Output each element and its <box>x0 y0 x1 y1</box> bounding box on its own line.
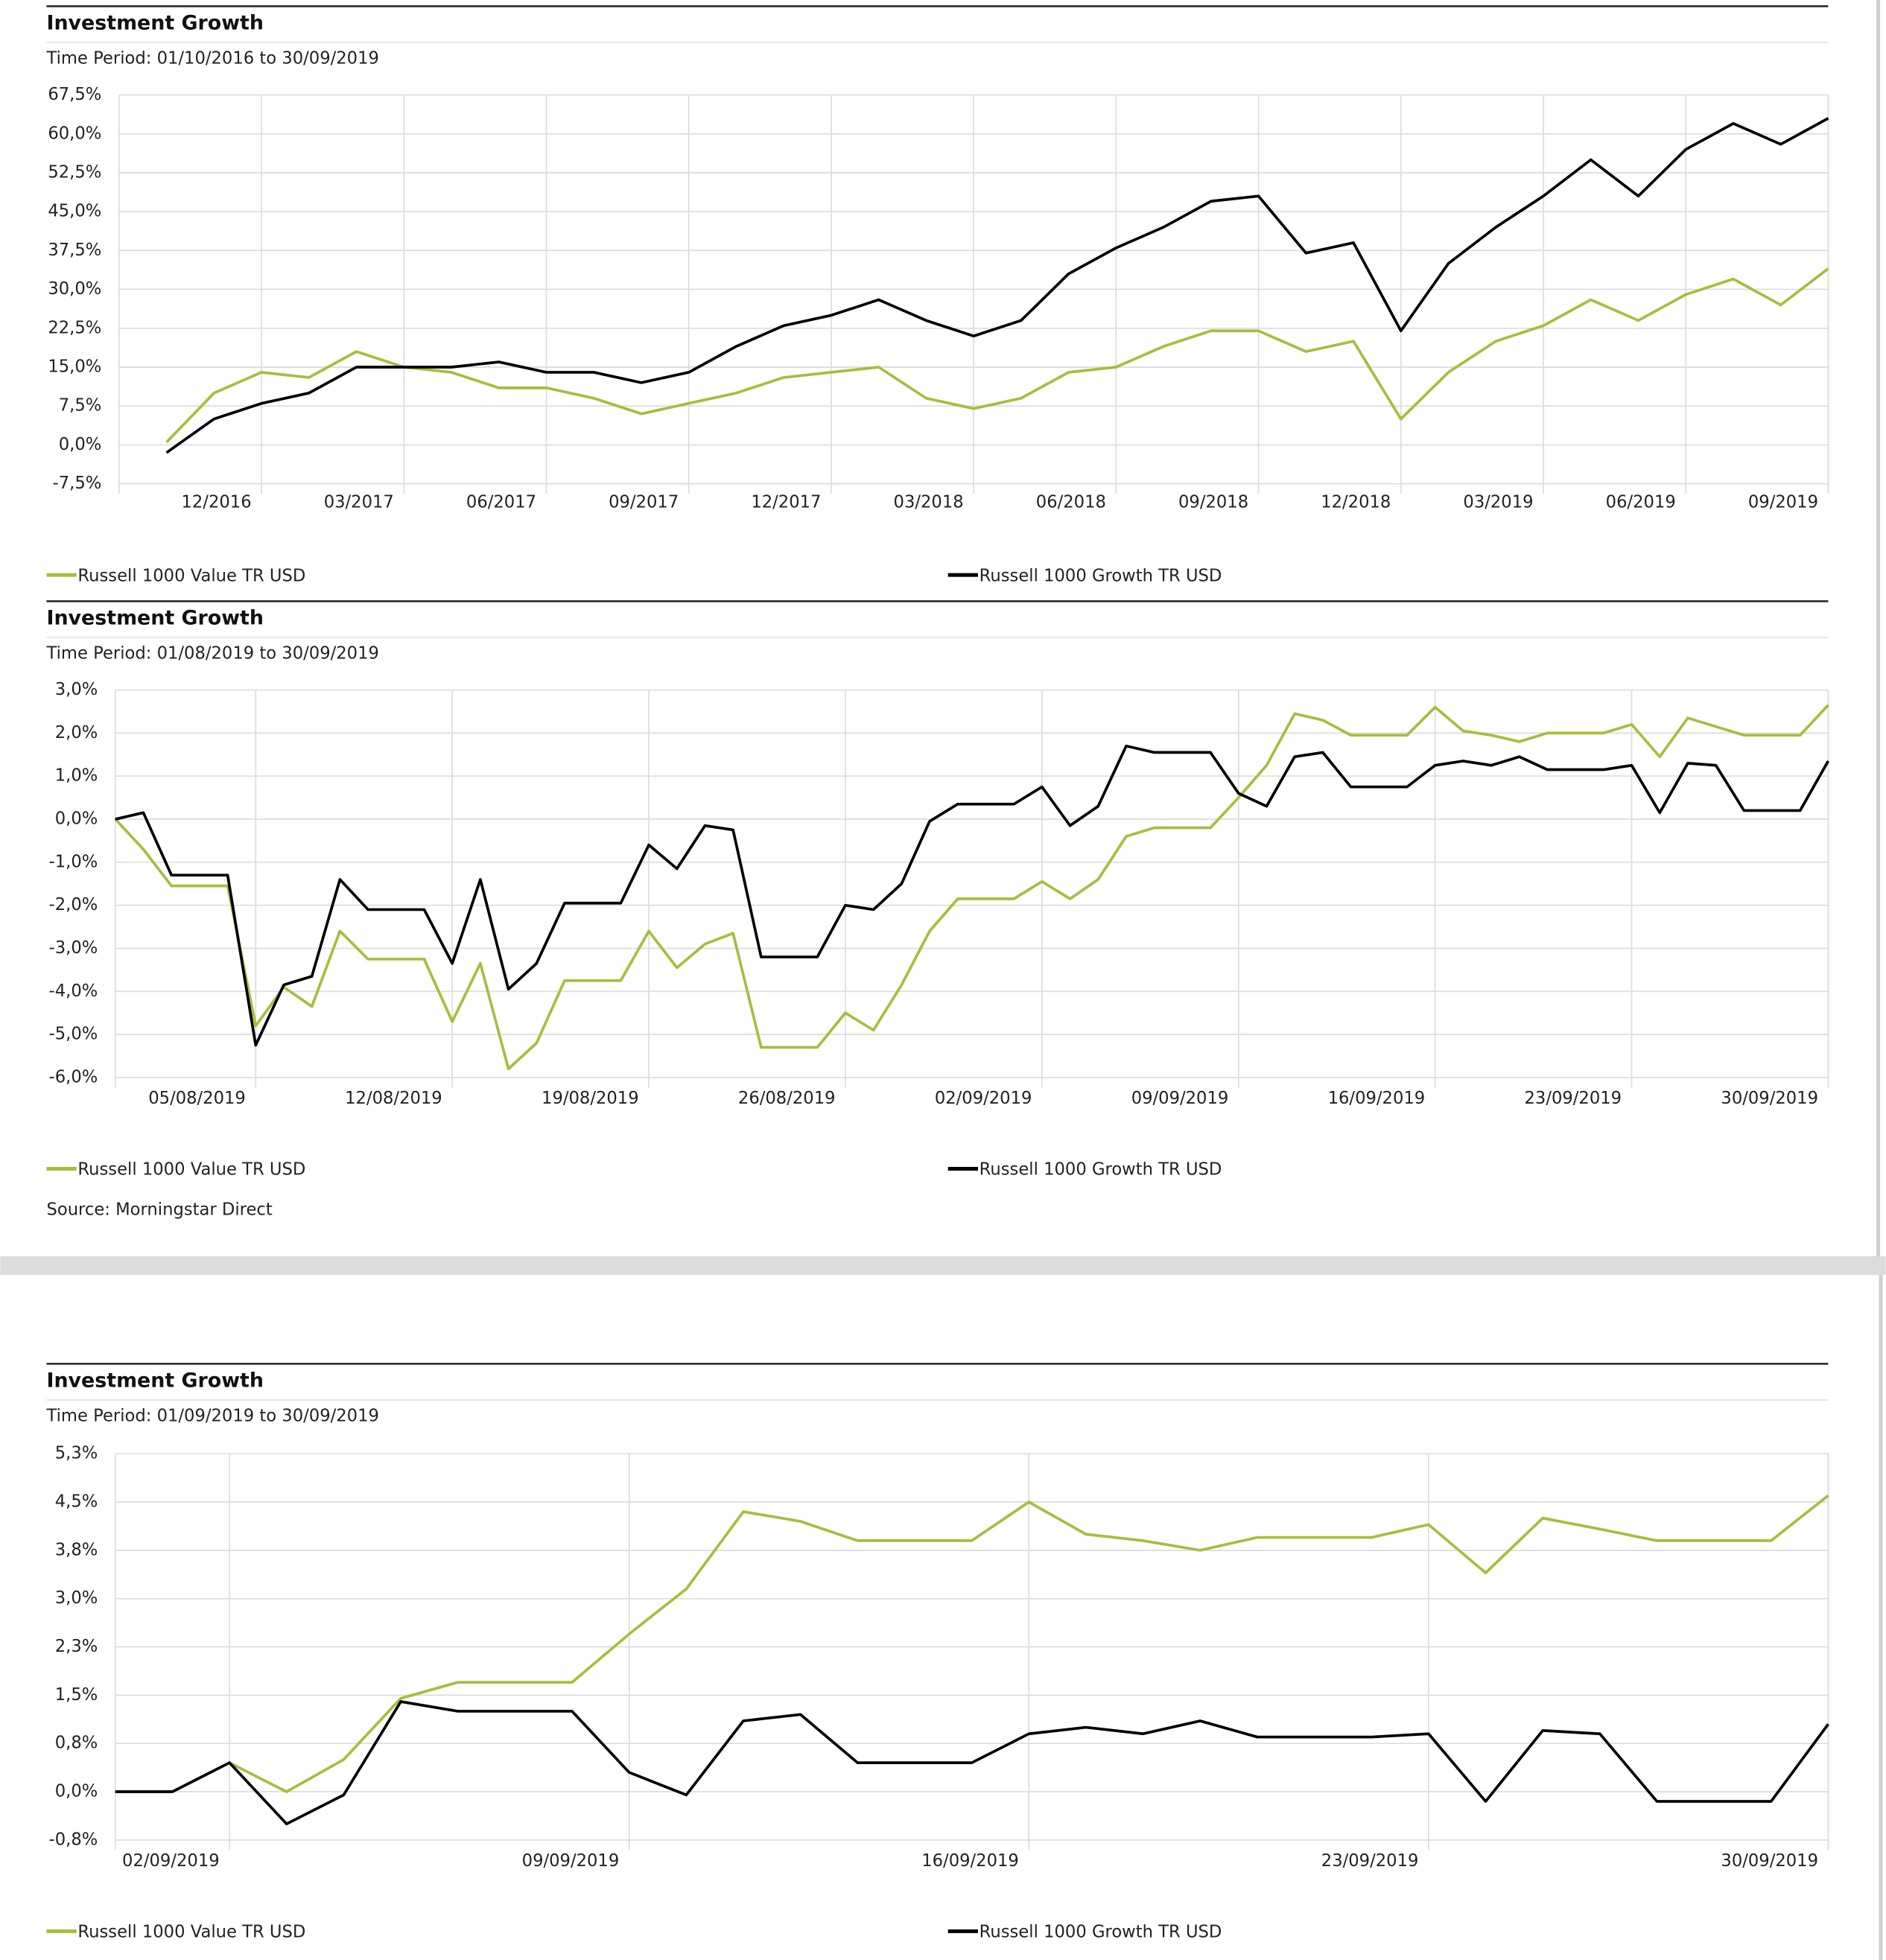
chart-subtitle: Time Period: 01/10/2016 to 30/09/2019 <box>45 48 378 68</box>
x-tick-label: 03/2018 <box>894 492 964 512</box>
y-tick-label: 3,0% <box>55 1588 98 1608</box>
separator <box>0 1256 1886 1276</box>
y-tick-label: 37,5% <box>48 241 101 260</box>
y-tick-label: -4,0% <box>49 981 98 1001</box>
series-line <box>114 704 1829 1071</box>
legend-label: Russell 1000 Growth TR USD <box>979 1160 1222 1180</box>
y-tick-label: 3,8% <box>55 1540 98 1559</box>
chart-subtitle: Time Period: 01/09/2019 to 30/09/2019 <box>45 1406 378 1425</box>
y-tick-label: -0,8% <box>49 1830 98 1849</box>
x-tick-label: 30/09/2019 <box>1721 1851 1818 1871</box>
y-tick-label: 15,0% <box>48 357 101 376</box>
y-tick-label: 67,5% <box>48 85 101 104</box>
y-tick-label: 0,0% <box>55 809 98 829</box>
x-tick-label: 12/2016 <box>181 492 251 512</box>
y-tick-label: 45,0% <box>48 202 101 221</box>
series-line <box>115 1494 1829 1793</box>
x-tick-label: 30/09/2019 <box>1721 1089 1818 1108</box>
legend-label: Russell 1000 Growth TR USD <box>979 1923 1222 1942</box>
x-tick-label: 03/2019 <box>1463 492 1533 512</box>
y-tick-label: 1,5% <box>55 1685 98 1705</box>
x-tick-label: 09/09/2019 <box>1131 1089 1229 1108</box>
y-tick-label: 0,0% <box>59 435 102 454</box>
y-tick-label: 52,5% <box>48 162 101 182</box>
x-tick-label: 12/08/2019 <box>345 1089 442 1108</box>
y-tick-label: -3,0% <box>49 938 98 958</box>
legend-label: Russell 1000 Value TR USD <box>77 566 305 585</box>
y-tick-label: 1,0% <box>55 766 98 786</box>
y-tick-label: 2,0% <box>55 723 98 742</box>
chart-title: Investment Growth <box>46 606 264 629</box>
y-tick-label: 30,0% <box>48 279 101 299</box>
x-tick-label: 26/08/2019 <box>738 1089 836 1108</box>
source-note: Source: Morningstar Direct <box>46 1200 272 1219</box>
y-tick-label: -5,0% <box>49 1025 98 1044</box>
chart-title: Investment Growth <box>46 11 264 34</box>
x-tick-label: 02/09/2019 <box>935 1089 1032 1108</box>
chart-title: Investment Growth <box>46 1369 264 1392</box>
y-tick-label: -2,0% <box>49 895 98 914</box>
y-tick-label: 0,0% <box>55 1782 98 1801</box>
x-tick-label: 23/09/2019 <box>1321 1851 1419 1871</box>
legend-label: Russell 1000 Value TR USD <box>77 1160 305 1180</box>
series-line <box>165 267 1829 444</box>
y-tick-label: -1,0% <box>49 852 98 871</box>
x-tick-label: 02/09/2019 <box>122 1851 220 1871</box>
y-tick-label: 60,0% <box>48 124 101 143</box>
x-tick-label: 09/2017 <box>609 492 679 512</box>
x-tick-label: 23/09/2019 <box>1525 1089 1622 1108</box>
x-tick-label: 19/08/2019 <box>542 1089 639 1108</box>
x-tick-label: 06/2017 <box>466 492 536 512</box>
y-tick-label: -6,0% <box>49 1067 98 1086</box>
y-tick-label: 0,8% <box>55 1734 98 1753</box>
legend-label: Russell 1000 Value TR USD <box>77 1923 305 1942</box>
x-tick-label: 03/2017 <box>324 492 394 512</box>
series-line <box>165 117 1829 454</box>
legend-label: Russell 1000 Growth TR USD <box>979 566 1222 585</box>
x-tick-label: 12/2018 <box>1321 492 1391 512</box>
y-tick-label: -7,5% <box>53 474 102 493</box>
x-tick-label: 06/2019 <box>1606 492 1676 512</box>
x-tick-label: 09/09/2019 <box>522 1851 620 1871</box>
y-tick-label: 2,3% <box>55 1637 98 1656</box>
series-line <box>115 1700 1829 1826</box>
y-tick-label: 5,3% <box>55 1444 98 1463</box>
x-tick-label: 16/09/2019 <box>1328 1089 1426 1108</box>
x-tick-label: 09/2019 <box>1748 492 1818 512</box>
x-tick-label: 12/2017 <box>751 492 821 512</box>
x-tick-label: 09/2018 <box>1178 492 1248 512</box>
y-tick-label: 7,5% <box>59 396 102 416</box>
x-tick-label: 06/2018 <box>1036 492 1106 512</box>
y-tick-label: 3,0% <box>55 680 98 699</box>
y-tick-label: 22,5% <box>48 318 101 337</box>
series-line <box>115 744 1830 1047</box>
x-tick-label: 05/08/2019 <box>148 1089 246 1108</box>
y-tick-label: 4,5% <box>55 1492 98 1512</box>
x-tick-label: 16/09/2019 <box>921 1851 1019 1871</box>
chart-subtitle: Time Period: 01/08/2019 to 30/09/2019 <box>45 643 378 663</box>
